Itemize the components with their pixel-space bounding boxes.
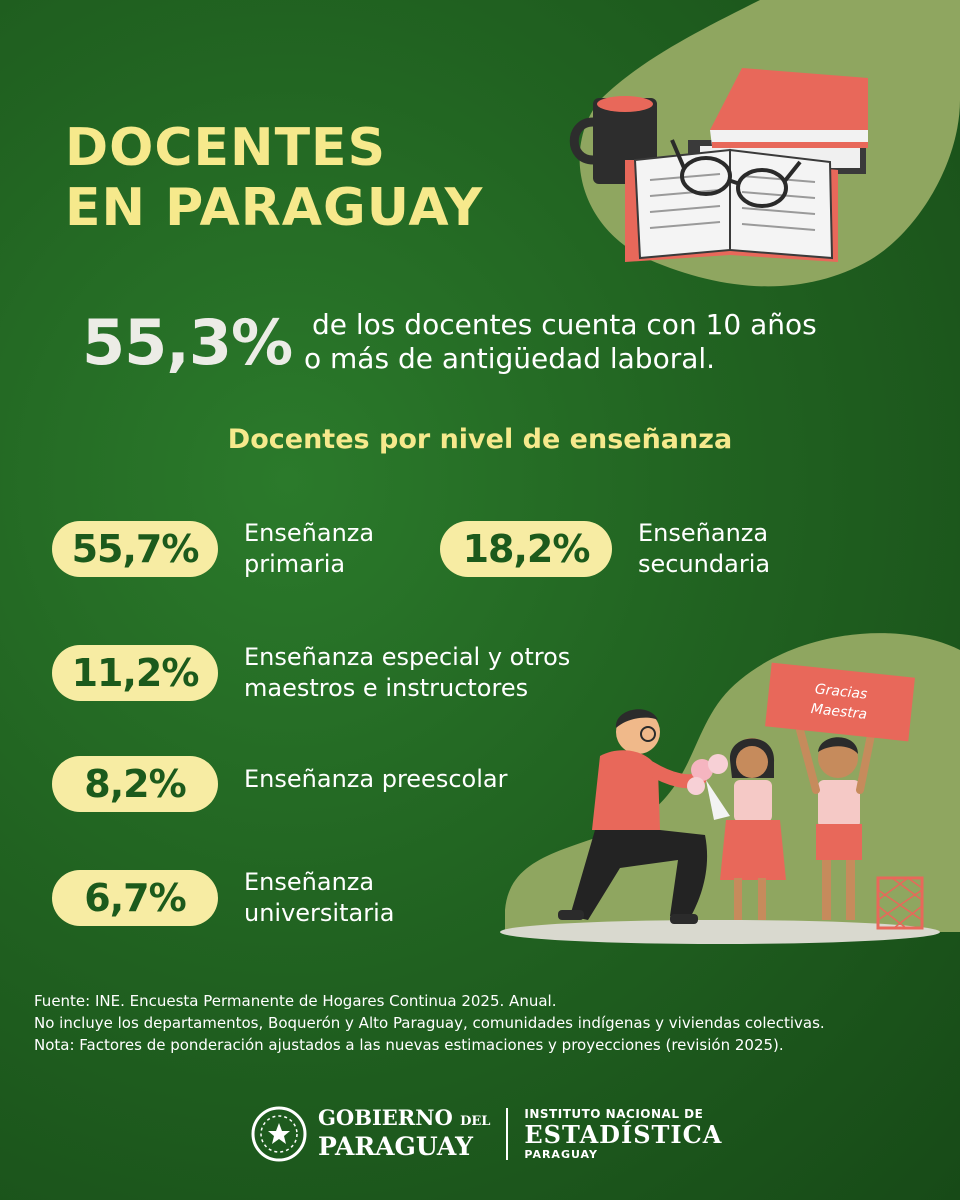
level-value-pill: 11,2% xyxy=(52,645,218,701)
level-label-line1: Enseñanza xyxy=(244,519,375,547)
open-book-icon xyxy=(625,148,838,262)
flower-bouquet-icon xyxy=(687,754,730,820)
gov-line1: GOBIERNO xyxy=(318,1105,453,1130)
level-label: Enseñanza especial y otros maestros e in… xyxy=(244,642,570,704)
level-label: Enseñanza secundaria xyxy=(638,518,770,580)
boy-figure xyxy=(796,726,876,920)
level-especial: 11,2% Enseñanza especial y otros maestro… xyxy=(52,642,570,704)
teacher-students-illustration: Gracias Maestra xyxy=(500,633,960,944)
level-label-line1: Enseñanza preescolar xyxy=(244,765,508,793)
glasses-icon xyxy=(670,139,802,208)
headline-text-line2: o más de antigüedad laboral. xyxy=(304,342,716,375)
source-note: Fuente: INE. Encuesta Permanente de Hoga… xyxy=(34,992,557,1010)
level-label-line2: primaria xyxy=(244,550,346,578)
level-label-line2: universitaria xyxy=(244,899,395,927)
level-preescolar: 8,2% Enseñanza preescolar xyxy=(52,756,507,812)
level-label: Enseñanza primaria xyxy=(244,518,374,580)
girl-figure xyxy=(720,738,786,920)
government-logo-text: GOBIERNO DEL PARAGUAY xyxy=(318,1107,490,1161)
title-line-2: EN PARAGUAY xyxy=(65,178,484,238)
weighting-note: Nota: Factores de ponderación ajustados … xyxy=(34,1036,784,1054)
level-label-line1: Enseñanza xyxy=(244,868,375,896)
title-line-1: DOCENTES xyxy=(65,118,387,178)
ine-line2: ESTADÍSTICA xyxy=(524,1120,723,1149)
source-notes: Fuente: INE. Encuesta Permanente de Hoga… xyxy=(34,990,934,1056)
sign-text-line2: Maestra xyxy=(810,701,868,723)
headline-text-line1: de los docentes cuenta con 10 años xyxy=(312,308,817,341)
sign-text-line1: Gracias xyxy=(814,681,868,702)
level-label-line2: secundaria xyxy=(638,550,771,578)
gov-line2: PARAGUAY xyxy=(318,1132,473,1161)
level-value-pill: 55,7% xyxy=(52,521,218,577)
headline-description: de los docentes cuenta con 10 años o más… xyxy=(304,308,924,376)
basket-icon xyxy=(876,876,924,930)
level-value-pill: 18,2% xyxy=(440,521,612,577)
ine-logo-text: INSTITUTO NACIONAL DE ESTADÍSTICA PARAGU… xyxy=(524,1107,722,1161)
teacher-figure xyxy=(558,709,708,924)
level-value-pill: 8,2% xyxy=(52,756,218,812)
level-label-line1: Enseñanza xyxy=(638,519,769,547)
level-label-line2: maestros e instructores xyxy=(244,674,529,702)
logo-divider xyxy=(506,1108,509,1160)
government-seal-icon xyxy=(251,1106,307,1162)
level-label: Enseñanza preescolar xyxy=(244,764,507,795)
books-illustration xyxy=(569,0,960,287)
section-title: Docentes por nivel de enseñanza xyxy=(227,424,733,455)
level-label: Enseñanza universitaria xyxy=(244,867,394,929)
thank-you-sign: Gracias Maestra xyxy=(765,662,915,742)
ine-line1: INSTITUTO NACIONAL DE xyxy=(524,1107,704,1121)
coverage-note: No incluye los departamentos, Boquerón y… xyxy=(34,1014,825,1032)
level-label-line1: Enseñanza especial y otros xyxy=(244,643,571,671)
level-secundaria: 18,2% Enseñanza secundaria xyxy=(440,518,770,580)
gov-del: DEL xyxy=(460,1114,491,1129)
headline-percentage: 55,3% xyxy=(82,306,293,379)
page-title: DOCENTES EN PARAGUAY xyxy=(65,118,483,238)
footer-logos: GOBIERNO DEL PARAGUAY INSTITUTO NACIONAL… xyxy=(250,1102,722,1166)
level-universitaria: 6,7% Enseñanza universitaria xyxy=(52,867,394,929)
ine-line3: PARAGUAY xyxy=(524,1148,598,1161)
level-value-pill: 6,7% xyxy=(52,870,218,926)
level-primaria: 55,7% Enseñanza primaria xyxy=(52,518,374,580)
